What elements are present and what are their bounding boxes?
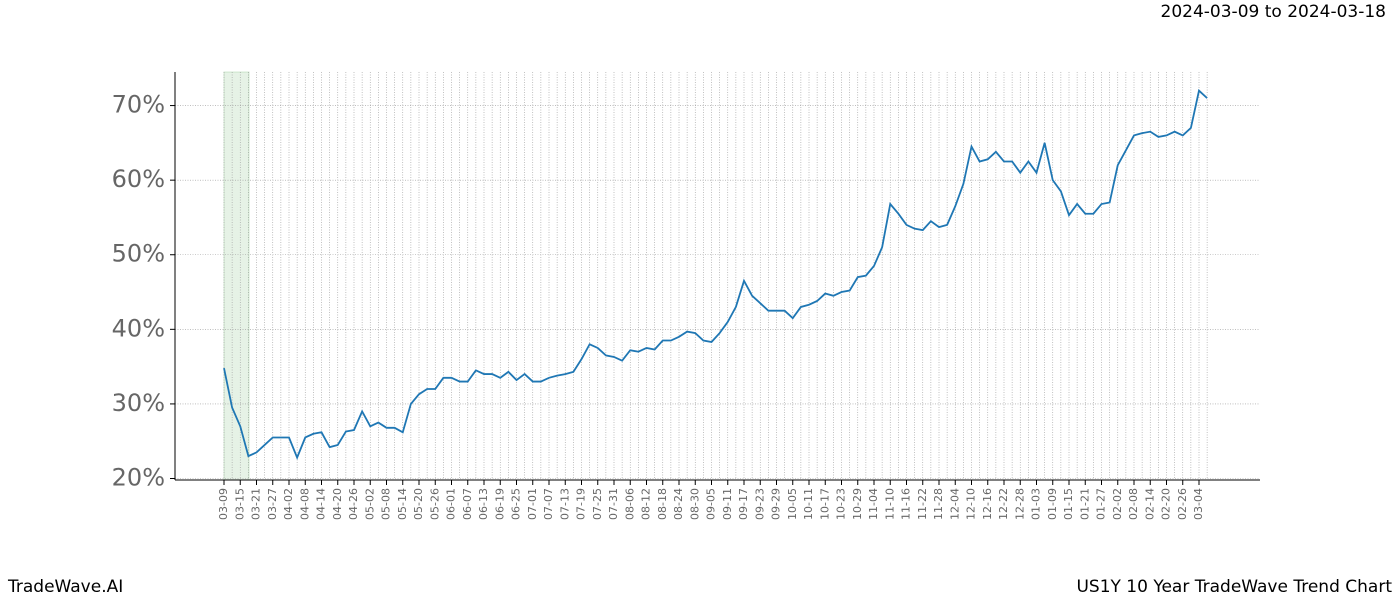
x-tick-label: 12-10 xyxy=(965,488,978,520)
x-tick-label: 02-26 xyxy=(1176,488,1189,520)
x-tick-label: 11-28 xyxy=(932,488,945,520)
x-tick-label: 12-28 xyxy=(1013,488,1026,520)
x-tick-label: 11-04 xyxy=(867,488,880,520)
x-tick-label: 03-04 xyxy=(1192,488,1205,520)
x-tick-label: 06-19 xyxy=(493,488,506,520)
x-tick-label: 07-07 xyxy=(542,488,555,520)
x-tick-label: 04-26 xyxy=(347,488,360,520)
x-tick-label: 07-01 xyxy=(526,488,539,520)
x-tick-label: 01-03 xyxy=(1030,488,1043,520)
x-tick-label: 11-22 xyxy=(916,488,929,520)
y-tick-label: 30% xyxy=(112,389,165,417)
subtitle: 2024-03-09 to 2024-03-18 xyxy=(1161,2,1386,22)
x-tick-label: 05-02 xyxy=(363,488,376,520)
data-line xyxy=(223,88,1208,461)
x-tick-label: 02-02 xyxy=(1111,488,1124,520)
y-tick-label: 70% xyxy=(112,91,165,119)
x-tick-label: 03-15 xyxy=(233,488,246,520)
x-tick-label: 06-25 xyxy=(510,488,523,520)
y-tick-label: 40% xyxy=(112,314,165,342)
x-tick-label: 05-20 xyxy=(412,488,425,520)
x-tick-label: 01-27 xyxy=(1095,488,1108,520)
x-tick-label: 08-30 xyxy=(688,488,701,520)
plot xyxy=(223,88,1208,461)
x-tick-label: 10-29 xyxy=(851,488,864,520)
x-tick-label: 04-20 xyxy=(331,488,344,520)
x-tick-label: 04-14 xyxy=(315,488,328,520)
x-tick-label: 06-01 xyxy=(445,488,458,520)
highlight-band xyxy=(223,71,250,481)
x-tick-label: 08-12 xyxy=(640,488,653,520)
x-tick-label: 06-13 xyxy=(477,488,490,520)
y-tick-label: 60% xyxy=(112,165,165,193)
x-tick-label: 08-18 xyxy=(656,488,669,520)
footer-right: US1Y 10 Year TradeWave Trend Chart xyxy=(1076,577,1392,597)
x-tick-label: 08-24 xyxy=(672,488,685,520)
x-tick-label: 01-15 xyxy=(1062,488,1075,520)
x-tick-label: 05-08 xyxy=(380,488,393,520)
x-tick-label: 10-17 xyxy=(818,488,831,520)
x-tick-label: 05-14 xyxy=(396,488,409,520)
x-tick-label: 11-10 xyxy=(883,488,896,520)
grid xyxy=(175,72,1260,480)
x-tick-label: 01-09 xyxy=(1046,488,1059,520)
x-tick-label: 07-31 xyxy=(607,488,620,520)
x-tick-label: 09-23 xyxy=(753,488,766,520)
x-tick-label: 05-26 xyxy=(428,488,441,520)
x-tick-label: 11-16 xyxy=(900,488,913,520)
y-tick-label: 50% xyxy=(112,240,165,268)
x-tick-label: 04-08 xyxy=(298,488,311,520)
x-tick-label: 08-06 xyxy=(623,488,636,520)
x-tick-label: 03-27 xyxy=(266,488,279,520)
x-tick-label: 02-20 xyxy=(1160,488,1173,520)
x-tick-label: 09-17 xyxy=(737,488,750,520)
x-tick-label: 02-14 xyxy=(1143,488,1156,520)
x-tick-label: 09-11 xyxy=(721,488,734,520)
x-tick-label: 12-16 xyxy=(981,488,994,520)
x-tick-label: 06-07 xyxy=(461,488,474,520)
x-tick-label: 12-04 xyxy=(948,488,961,520)
x-tick-label: 07-13 xyxy=(558,488,571,520)
x-tick-label: 03-09 xyxy=(217,488,230,520)
x-tick-label: 10-23 xyxy=(835,488,848,520)
x-tick-label: 07-25 xyxy=(591,488,604,520)
x-tick-label: 04-02 xyxy=(282,488,295,520)
y-tick-label: 20% xyxy=(112,464,165,492)
footer-left: TradeWave.AI xyxy=(7,577,123,597)
x-tick-label: 12-22 xyxy=(997,488,1010,520)
x-tick-label: 03-21 xyxy=(250,488,263,520)
x-tick-label: 01-21 xyxy=(1078,488,1091,520)
x-tick-label: 07-19 xyxy=(575,488,588,520)
x-tick-label: 09-29 xyxy=(770,488,783,520)
x-tick-label: 10-05 xyxy=(786,488,799,520)
x-tick-label: 09-05 xyxy=(705,488,718,520)
x-tick-label: 02-08 xyxy=(1127,488,1140,520)
x-tick-label: 10-11 xyxy=(802,488,815,520)
